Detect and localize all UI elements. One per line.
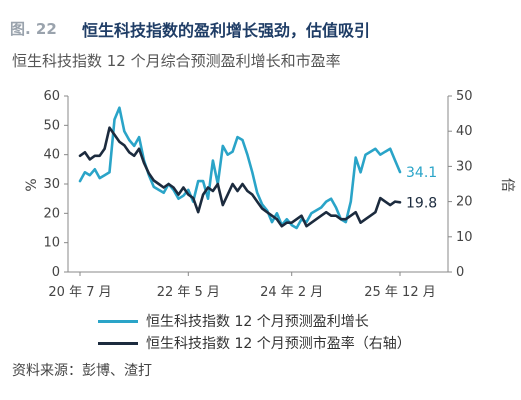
legend-swatch-growth	[98, 319, 138, 323]
y-tick-label-right: 50	[456, 89, 473, 104]
legend-label-pe: 恒生科技指数 12 个月预测市盈率（右轴）	[146, 336, 411, 352]
series-line-pe	[78, 126, 402, 228]
y-tick-label-left: 50	[43, 118, 60, 133]
figure-label: 图. 22	[10, 20, 57, 38]
y-tick-label-left: 20	[43, 206, 60, 221]
x-tick-label: 22 年 5 月	[157, 285, 220, 300]
y-tick-label-left: 10	[43, 236, 60, 251]
y-tick-label-right: 40	[456, 124, 473, 139]
y-tick-label-right: 20	[456, 195, 473, 210]
figure-title: 恒生科技指数的盈利增长强劲，估值吸引	[82, 21, 371, 40]
source-note: 资料来源：彭博、渣打	[12, 363, 152, 379]
chart-subtitle: 恒生科技指数 12 个月综合预测盈利增长和市盈率	[12, 52, 341, 70]
y-tick-label-left: 0	[52, 265, 60, 280]
y-tick-label-left: 60	[43, 89, 60, 104]
x-tick-label: 25 年 12 月	[364, 285, 435, 300]
series-line-growth	[78, 106, 402, 230]
legend-item-pe: 恒生科技指数 12 个月预测市盈率（右轴）	[98, 332, 411, 354]
x-tick-label: 20 年 7 月	[48, 285, 111, 300]
end-value-label-pe: 19.8	[406, 195, 437, 211]
end-value-label-growth: 34.1	[406, 165, 437, 181]
y-tick-label-right: 10	[456, 230, 473, 245]
x-tick-label: 24 年 2 月	[260, 285, 323, 300]
chart-legend: 恒生科技指数 12 个月预测盈利增长 恒生科技指数 12 个月预测市盈率（右轴）	[98, 310, 411, 354]
y-tick-label-right: 0	[456, 265, 464, 280]
y-tick-label-left: 40	[43, 148, 60, 163]
y-axis-label-left: %	[24, 178, 40, 191]
y-axis-label-right: 倍	[499, 178, 515, 192]
legend-item-growth: 恒生科技指数 12 个月预测盈利增长	[98, 310, 411, 332]
y-tick-label-left: 30	[43, 177, 60, 192]
legend-swatch-pe	[98, 341, 138, 345]
legend-label-growth: 恒生科技指数 12 个月预测盈利增长	[146, 314, 369, 330]
y-tick-label-right: 30	[456, 159, 473, 174]
